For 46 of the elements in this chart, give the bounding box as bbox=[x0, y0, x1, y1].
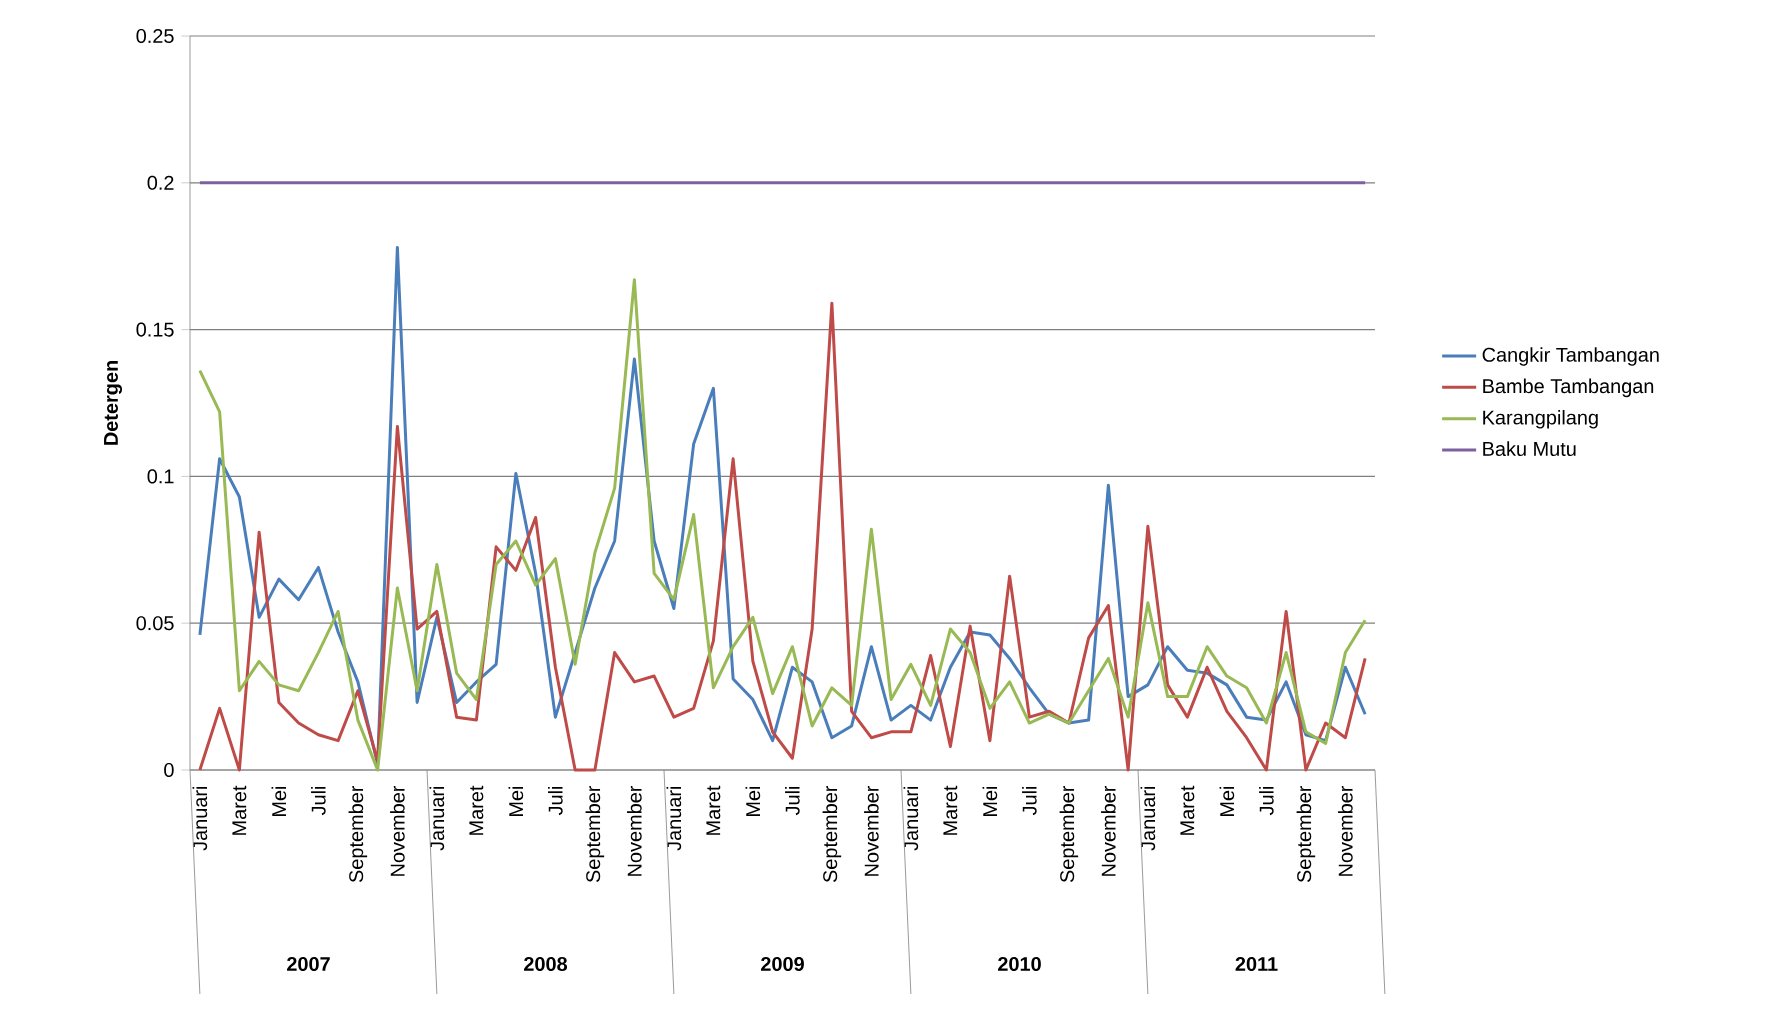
x-tick-label: Juli bbox=[311, 786, 326, 816]
text: 2008 bbox=[524, 956, 568, 972]
x-tick-label: November bbox=[1338, 785, 1353, 876]
text: 2011 bbox=[1235, 956, 1278, 972]
x-tick-label: Maret bbox=[943, 785, 958, 835]
y-tick-label: 0.05 bbox=[136, 616, 174, 631]
x-tick-label: Maret bbox=[232, 785, 247, 835]
x-tick-label: Mei bbox=[745, 786, 761, 817]
text: 2009 bbox=[761, 956, 804, 972]
x-tick-label: Juli bbox=[785, 786, 800, 816]
legend-label: Karangpilang bbox=[1483, 409, 1598, 429]
x-tick-label: Januari bbox=[192, 786, 208, 851]
x-tick-label: Maret bbox=[706, 785, 721, 835]
text: 2007 bbox=[287, 956, 330, 972]
x-tick-label: Maret bbox=[469, 785, 484, 835]
y-tick-label: 0.2 bbox=[147, 175, 174, 190]
x-tick-label: September bbox=[348, 785, 368, 883]
x-tick-label: November bbox=[1101, 785, 1116, 876]
x-tick-label: Januari bbox=[429, 786, 445, 851]
y-tick-label: 0.1 bbox=[147, 469, 174, 484]
x-tick-label: November bbox=[864, 785, 879, 876]
x-tick-label: September bbox=[1059, 785, 1079, 883]
x-tick-label: Mei bbox=[508, 786, 524, 817]
x-tick-label: Maret bbox=[1180, 785, 1195, 835]
y-tick-label: 0 bbox=[164, 762, 174, 778]
y-tick-label: 0.25 bbox=[136, 28, 174, 44]
legend-label: Cangkir Tambangan bbox=[1482, 347, 1659, 366]
x-tick-label: Januari bbox=[666, 786, 682, 851]
x-tick-label: Mei bbox=[271, 786, 287, 817]
text: 2010 bbox=[998, 956, 1041, 972]
legend-label: Bambe Tambangan bbox=[1483, 378, 1654, 398]
x-tick-label: Juli bbox=[1259, 786, 1274, 816]
x-tick-label: September bbox=[585, 785, 605, 883]
y-tick-label: 0.15 bbox=[136, 322, 174, 337]
x-tick-label: Mei bbox=[982, 786, 998, 817]
x-tick-label: Januari bbox=[1140, 786, 1156, 851]
x-tick-label: Juli bbox=[1022, 786, 1037, 816]
x-tick-label: Januari bbox=[903, 786, 919, 851]
x-tick-label: Juli bbox=[548, 786, 563, 816]
x-tick-label: November bbox=[627, 785, 642, 876]
y-axis-title: Detergen bbox=[104, 361, 122, 445]
x-tick-label: November bbox=[390, 785, 405, 876]
x-tick-label: Mei bbox=[1219, 786, 1235, 817]
x-tick-label: September bbox=[1296, 785, 1316, 883]
x-tick-label: September bbox=[822, 785, 842, 883]
legend-label: Baku Mutu bbox=[1483, 441, 1576, 456]
